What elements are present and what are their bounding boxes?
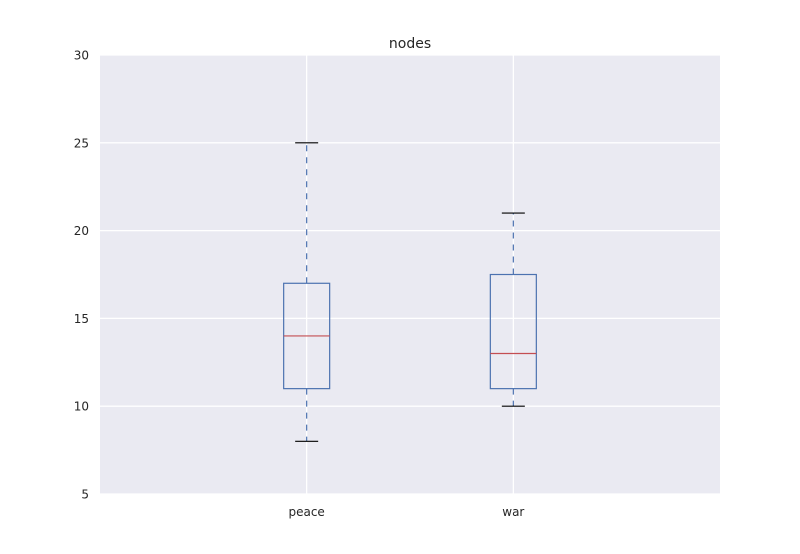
box-series <box>283 142 537 442</box>
x-tick-label: war <box>502 505 524 519</box>
x-tick-label: peace <box>288 505 324 519</box>
plot-area <box>100 55 720 494</box>
y-tick-label: 5 <box>81 488 89 502</box>
x-axis-ticks: peace war <box>288 505 524 519</box>
y-axis-ticks: 5 10 15 20 25 30 <box>74 49 89 502</box>
grid-lines <box>100 54 720 495</box>
y-tick-label: 25 <box>74 136 89 150</box>
box-body <box>489 273 537 390</box>
y-tick-label: 10 <box>74 400 89 414</box>
box-peace <box>283 142 331 442</box>
y-tick-label: 15 <box>74 312 89 326</box>
y-tick-label: 20 <box>74 224 89 238</box>
box-war <box>489 212 537 407</box>
chart-title: nodes <box>389 36 431 52</box>
y-tick-label: 30 <box>74 49 89 63</box>
